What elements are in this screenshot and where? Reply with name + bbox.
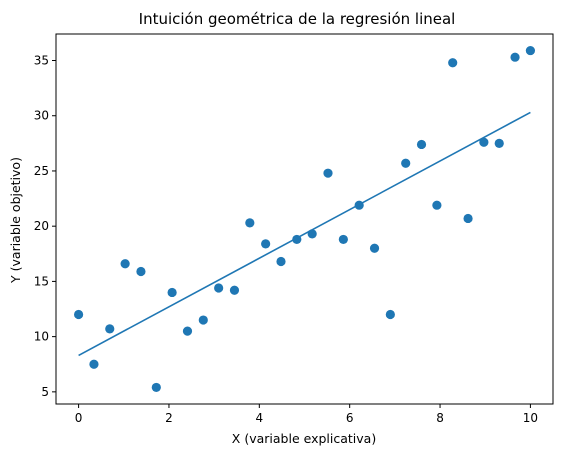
x-tick-label: 8 bbox=[436, 411, 444, 425]
data-point bbox=[432, 200, 442, 210]
x-tick-label: 10 bbox=[523, 411, 538, 425]
data-point bbox=[167, 287, 177, 298]
data-point bbox=[463, 213, 473, 224]
regression-line bbox=[78, 111, 531, 357]
data-point bbox=[338, 234, 348, 245]
data-point bbox=[73, 309, 84, 320]
x-tick-label: 4 bbox=[255, 411, 263, 425]
data-point bbox=[525, 45, 536, 56]
chart-title: Intuición geométrica de la regresión lin… bbox=[139, 10, 456, 28]
data-point bbox=[385, 309, 395, 320]
x-axis-label: X (variable explicativa) bbox=[232, 431, 376, 446]
x-axis-ticks: 0 2 4 6 8 10 bbox=[75, 404, 538, 425]
y-tick-label: 10 bbox=[34, 330, 49, 344]
axes-frame bbox=[55, 33, 554, 405]
data-point bbox=[307, 229, 317, 239]
data-point bbox=[229, 285, 240, 295]
data-point bbox=[261, 239, 271, 249]
y-tick-label: 20 bbox=[34, 219, 49, 233]
data-point bbox=[448, 58, 458, 68]
data-point bbox=[510, 52, 520, 62]
data-point bbox=[120, 259, 130, 269]
data-point bbox=[494, 138, 504, 148]
data-point bbox=[401, 158, 411, 168]
y-tick-label: 15 bbox=[34, 274, 49, 288]
data-point bbox=[89, 359, 99, 369]
data-point bbox=[182, 326, 193, 336]
data-point bbox=[198, 315, 208, 325]
data-point bbox=[369, 243, 380, 253]
data-point bbox=[105, 324, 115, 334]
y-axis-ticks: 5 10 15 20 25 30 35 bbox=[34, 54, 56, 399]
plot-area bbox=[73, 45, 536, 393]
data-point bbox=[354, 200, 364, 210]
y-axis-label: Y (variable objetivo) bbox=[8, 157, 23, 284]
y-tick-label: 35 bbox=[34, 54, 49, 68]
data-point bbox=[245, 218, 255, 228]
x-tick-label: 6 bbox=[346, 411, 354, 425]
data-point bbox=[276, 256, 286, 267]
data-point bbox=[416, 139, 427, 150]
y-tick-label: 25 bbox=[34, 164, 49, 178]
y-tick-label: 5 bbox=[41, 385, 49, 399]
data-point bbox=[292, 234, 302, 245]
x-tick-label: 0 bbox=[75, 411, 83, 425]
data-points bbox=[73, 45, 536, 393]
y-tick-label: 30 bbox=[34, 109, 49, 123]
data-point bbox=[151, 382, 161, 393]
x-tick-label: 2 bbox=[165, 411, 173, 425]
data-point bbox=[479, 137, 489, 147]
data-point bbox=[323, 168, 333, 178]
data-point bbox=[214, 283, 224, 293]
data-point bbox=[136, 266, 146, 277]
